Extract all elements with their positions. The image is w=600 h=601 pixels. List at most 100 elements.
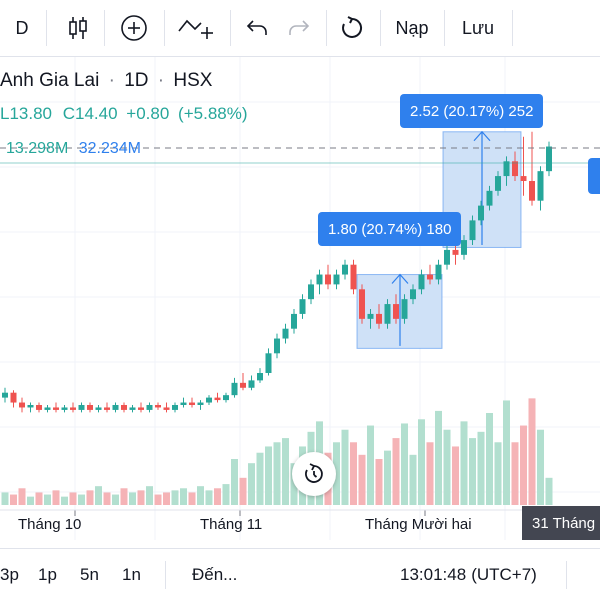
timezone-button[interactable]: 13:01:48 (UTC+7) [400, 549, 537, 601]
measure-label[interactable]: 2.52 (20.17%) 252 [400, 94, 544, 128]
toolbar-divider [46, 10, 47, 46]
range-label: 5n [80, 565, 99, 584]
candle-body [359, 289, 365, 319]
candle-body [104, 407, 110, 410]
volume-bar [256, 452, 264, 505]
candle-body [19, 402, 25, 408]
volume-bar [282, 438, 289, 505]
load-layout-button[interactable]: Nạp [388, 0, 436, 56]
candles-chart-type-button[interactable] [60, 0, 96, 56]
volume-bar [537, 429, 544, 505]
volume-bar [248, 463, 255, 505]
volume-bar [1, 492, 9, 505]
candle-body [163, 407, 170, 410]
volume-bar [520, 425, 527, 505]
volume-bar [35, 492, 43, 505]
reset-chart-button[interactable] [334, 0, 370, 56]
volume-bar [197, 486, 204, 505]
measure-arrowhead [473, 130, 491, 142]
goto-label: Đến... [192, 565, 238, 584]
volume-bar [69, 492, 77, 505]
candle-body [342, 264, 348, 275]
toolbar-divider [165, 561, 166, 589]
volume-bar [231, 459, 238, 505]
candle-body [469, 220, 476, 241]
volume-bar [503, 400, 510, 505]
legend-close: C14.40 [62, 104, 118, 123]
candle-body [325, 274, 331, 285]
volume-bar [443, 429, 451, 505]
range-3p-button[interactable]: 3p [0, 549, 19, 601]
candle-body [240, 382, 246, 388]
candle-body [486, 190, 493, 206]
volume-bar [409, 454, 417, 505]
volume-bar [265, 446, 272, 505]
interval-button[interactable]: D [8, 0, 36, 56]
measure-text: 2.52 (20.17%) 252 [410, 102, 534, 120]
range-1p-button[interactable]: 1p [38, 549, 57, 601]
measure-text: 1.80 (20.74%) 180 [328, 220, 452, 238]
volume-bar [154, 494, 162, 505]
volume-bar [239, 477, 247, 505]
candle-body [189, 402, 195, 405]
candle-body [95, 407, 102, 410]
compare-add-icon [178, 19, 213, 39]
volume-bar [358, 454, 366, 505]
candle-body [367, 313, 374, 319]
volume-bar [95, 486, 102, 505]
candle-body [70, 407, 76, 410]
toolbar-divider [164, 10, 165, 46]
volume-bar [27, 496, 34, 505]
candlestick-icon [69, 17, 87, 39]
volume-bar [341, 429, 349, 505]
symbol-legend[interactable]: Anh Gia Lai · 1D · HSX [0, 70, 212, 92]
refresh-icon [305, 463, 323, 483]
candle-body [265, 353, 272, 373]
volume-bar [452, 446, 459, 505]
candle-body [61, 407, 68, 410]
candle-body [546, 146, 552, 172]
clock-time: 13:01:48 [400, 565, 467, 584]
compare-symbol-button[interactable] [172, 0, 218, 56]
redo-button[interactable] [282, 0, 316, 56]
price-chart[interactable] [0, 57, 600, 540]
refresh-icon [342, 16, 363, 38]
range-5n-button[interactable]: 5n [80, 549, 99, 601]
undo-button[interactable] [240, 0, 274, 56]
legend-timeframe: 1D [124, 70, 149, 91]
volume-bar [460, 421, 468, 505]
volume-bar [333, 442, 340, 505]
goto-date-button[interactable]: Đến... [192, 549, 237, 601]
candle-body [393, 304, 399, 319]
candle-body [401, 299, 408, 319]
candle-body [223, 395, 229, 401]
volume-bar [528, 398, 536, 505]
candle-body [214, 397, 221, 401]
candle-body [495, 176, 501, 191]
volume-bar [426, 442, 434, 505]
legend-separator: · [157, 70, 165, 91]
candle-body [172, 405, 178, 410]
legend-change-pct: (+5.88%) [178, 104, 248, 123]
candle-body [444, 249, 450, 265]
volume-bar [171, 490, 179, 505]
legend-separator: · [108, 70, 115, 91]
volume-bar [120, 488, 128, 505]
scroll-to-realtime-button[interactable] [292, 452, 336, 496]
candle-body [155, 405, 161, 408]
range-1n-button[interactable]: 1n [122, 549, 141, 601]
candle-body [10, 392, 17, 403]
candle-body [121, 405, 127, 410]
save-layout-button[interactable]: Lưu [452, 0, 504, 56]
candle-body [427, 274, 433, 280]
add-indicator-button[interactable] [114, 0, 154, 56]
volume-bar [103, 492, 111, 505]
volume-bar [180, 488, 187, 505]
undo-icon [246, 20, 267, 35]
volume-bar [384, 450, 391, 505]
measure-label[interactable]: 1.80 (20.74%) 180 [318, 212, 462, 246]
redo-icon [289, 20, 310, 35]
candle-body [112, 405, 119, 410]
candle-body [316, 274, 323, 285]
range-label: 3p [0, 565, 19, 584]
